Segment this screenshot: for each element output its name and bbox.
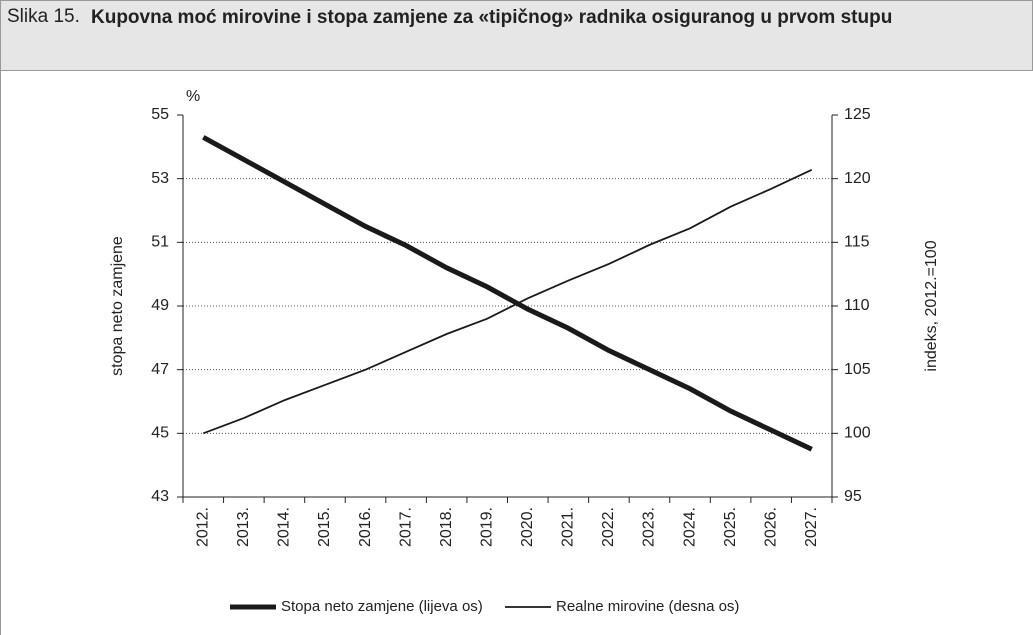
x-tick-label: 2015. — [316, 507, 333, 547]
x-tick-label: 2012. — [195, 507, 212, 547]
y2-tick-label: 95 — [844, 488, 862, 505]
x-tick-label: 2014. — [276, 507, 293, 547]
y2-tick-label: 100 — [844, 425, 871, 442]
y-tick-label: 43 — [151, 488, 169, 505]
y-tick-label: 53 — [151, 170, 169, 187]
y-tick-label: 45 — [151, 425, 169, 442]
x-tick-label: 2024. — [681, 507, 698, 547]
x-tick-label: 2016. — [357, 507, 374, 547]
y2-tick-label: 110 — [844, 297, 870, 314]
x-tick-label: 2013. — [235, 507, 252, 547]
y2-tick-label: 125 — [844, 106, 871, 123]
unit-label: % — [186, 88, 200, 105]
y2-tick-label: 115 — [844, 234, 870, 251]
series-line — [202, 135, 813, 452]
x-tick-label: 2019. — [478, 507, 495, 547]
x-tick-label: 2022. — [600, 507, 617, 547]
legend-label: Stopa neto zamjene (lijeva os) — [281, 598, 483, 615]
x-tick-label: 2023. — [641, 507, 658, 547]
y-tick-label: 51 — [151, 234, 169, 251]
y-tick-label: 49 — [151, 297, 169, 314]
x-tick-label: 2027. — [803, 507, 820, 547]
x-tick-label: 2020. — [519, 507, 536, 547]
chart-title: Kupovna moć mirovine i stopa zamjene za … — [91, 7, 893, 28]
x-tick-label: 2021. — [560, 507, 577, 547]
y-axis-label: stopa neto zamjene — [109, 236, 126, 376]
y-tick-label: 47 — [151, 361, 169, 378]
y-tick-label: 55 — [151, 106, 169, 123]
y2-tick-label: 105 — [844, 361, 871, 378]
x-tick-label: 2018. — [438, 507, 455, 547]
figure-label: Slika 15. — [7, 6, 80, 27]
x-tick-label: 2017. — [397, 507, 414, 547]
caption: Slika 15. Kupovna moć mirovine i stopa z… — [0, 0, 1033, 71]
y2-axis-label: indeks, 2012.=100 — [923, 240, 940, 371]
x-tick-label: 2026. — [762, 507, 779, 547]
frame-border — [0, 70, 1, 635]
y2-tick-label: 120 — [844, 170, 871, 187]
legend-label: Realne mirovine (desna os) — [556, 598, 739, 615]
x-tick-label: 2025. — [722, 507, 739, 547]
series-line — [202, 168, 813, 435]
